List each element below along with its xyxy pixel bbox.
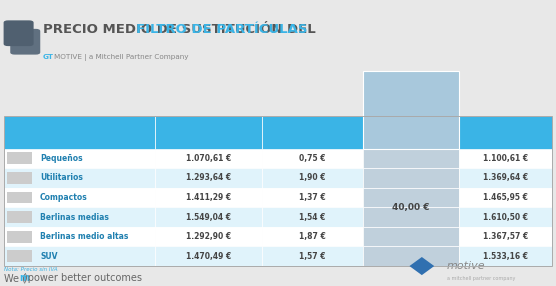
Bar xyxy=(155,227,261,247)
Text: 1,54 €: 1,54 € xyxy=(299,212,325,222)
Text: Precio medio
del recambio: Precio medio del recambio xyxy=(176,123,240,142)
Bar xyxy=(459,207,552,227)
Text: 1.465,95 €: 1.465,95 € xyxy=(483,193,528,202)
Bar xyxy=(7,211,32,223)
Text: 1.070,61 €: 1.070,61 € xyxy=(186,154,231,163)
Bar xyxy=(155,247,261,266)
Bar xyxy=(261,247,363,266)
Text: Utilitarios: Utilitarios xyxy=(40,173,83,182)
Bar xyxy=(4,207,155,227)
Polygon shape xyxy=(409,257,434,275)
Bar xyxy=(7,152,32,164)
Text: Total: Total xyxy=(493,128,517,137)
Bar xyxy=(459,168,552,188)
Text: 1.292,90 €: 1.292,90 € xyxy=(186,232,231,241)
Bar xyxy=(261,207,363,227)
Bar xyxy=(155,168,261,188)
FancyBboxPatch shape xyxy=(10,29,40,55)
Text: We (: We ( xyxy=(4,273,26,283)
Text: 1,37 €: 1,37 € xyxy=(299,193,326,202)
Text: 1,57 €: 1,57 € xyxy=(299,252,325,261)
Bar xyxy=(155,116,261,149)
Bar xyxy=(4,116,552,266)
Bar xyxy=(363,168,459,188)
Bar xyxy=(4,227,155,247)
Bar xyxy=(363,149,459,168)
Bar xyxy=(7,231,32,243)
Text: 1.100,61 €: 1.100,61 € xyxy=(483,154,528,163)
Text: Nota: Precio sin IVA: Nota: Precio sin IVA xyxy=(4,267,58,273)
Text: SUV: SUV xyxy=(40,252,58,261)
Bar xyxy=(4,116,155,149)
Text: )power better outcomes: )power better outcomes xyxy=(24,273,142,283)
Text: Compactos: Compactos xyxy=(40,193,88,202)
Bar xyxy=(459,116,552,149)
Bar xyxy=(4,247,155,266)
Bar xyxy=(261,168,363,188)
Text: 1.470,49 €: 1.470,49 € xyxy=(186,252,231,261)
Bar xyxy=(4,188,155,207)
Text: FILTRO DE PARTÍCULAS: FILTRO DE PARTÍCULAS xyxy=(136,23,307,36)
Text: 1.367,57 €: 1.367,57 € xyxy=(483,232,528,241)
Bar xyxy=(155,149,261,168)
Bar xyxy=(4,149,155,168)
Text: 0,75 €: 0,75 € xyxy=(299,154,325,163)
Text: Tiempo medio
(Horas): Tiempo medio (Horas) xyxy=(277,123,347,142)
Text: 1.533,16 €: 1.533,16 € xyxy=(483,252,528,261)
Text: 1.549,04 €: 1.549,04 € xyxy=(186,212,231,222)
Bar xyxy=(363,207,459,227)
Text: PRECIO MEDIO DE SUSTITUCIÓN DEL: PRECIO MEDIO DE SUSTITUCIÓN DEL xyxy=(43,23,320,36)
Bar xyxy=(261,149,363,168)
Text: 1.610,50 €: 1.610,50 € xyxy=(483,212,528,222)
Text: 1.369,64 €: 1.369,64 € xyxy=(483,173,528,182)
Bar xyxy=(363,227,459,247)
Bar xyxy=(459,188,552,207)
Text: 1,87 €: 1,87 € xyxy=(299,232,326,241)
Bar xyxy=(7,192,32,203)
Bar xyxy=(7,172,32,184)
Text: 40,00 €: 40,00 € xyxy=(392,203,430,212)
Bar xyxy=(459,247,552,266)
Bar xyxy=(155,207,261,227)
Text: gt: gt xyxy=(416,260,428,270)
Bar xyxy=(363,71,459,149)
Bar xyxy=(155,188,261,207)
Text: 1.411,29 €: 1.411,29 € xyxy=(186,193,231,202)
Text: a mitchell partner company: a mitchell partner company xyxy=(446,276,515,281)
Text: motive: motive xyxy=(446,261,485,271)
Text: m: m xyxy=(19,273,29,283)
Text: 1,90 €: 1,90 € xyxy=(299,173,325,182)
Bar xyxy=(261,227,363,247)
Bar xyxy=(363,247,459,266)
FancyBboxPatch shape xyxy=(3,20,33,46)
Text: Berlinas medias: Berlinas medias xyxy=(40,212,109,222)
Bar xyxy=(459,227,552,247)
Bar xyxy=(363,188,459,207)
Text: Segmento: Segmento xyxy=(54,128,104,137)
Text: Pequeños: Pequeños xyxy=(40,154,83,163)
Bar xyxy=(459,149,552,168)
Text: Berlinas medio altas: Berlinas medio altas xyxy=(40,232,128,241)
Bar xyxy=(7,251,32,262)
Text: 1.293,64 €: 1.293,64 € xyxy=(186,173,231,182)
Bar xyxy=(4,168,155,188)
Text: Precio Hora
(Media nacional): Precio Hora (Media nacional) xyxy=(371,72,450,92)
Bar xyxy=(261,188,363,207)
Text: GT: GT xyxy=(43,54,54,60)
Bar xyxy=(261,116,363,149)
Text: MOTIVE | a Mitchell Partner Company: MOTIVE | a Mitchell Partner Company xyxy=(54,54,189,61)
